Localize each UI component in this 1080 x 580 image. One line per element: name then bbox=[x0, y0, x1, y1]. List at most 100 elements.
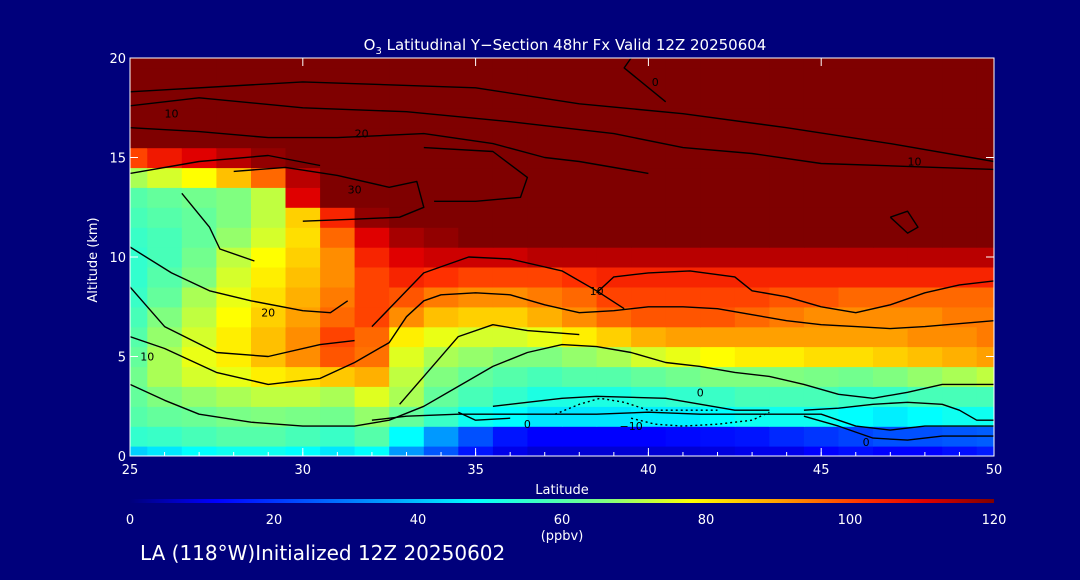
heatmap-cell bbox=[458, 406, 494, 427]
contour-label: −10 bbox=[619, 420, 642, 433]
heatmap-cell bbox=[596, 67, 632, 89]
heatmap-cell bbox=[873, 187, 909, 208]
y-tick-label: 15 bbox=[109, 152, 126, 167]
heatmap-cell bbox=[942, 147, 978, 169]
heatmap-cell bbox=[130, 207, 148, 228]
heatmap-cell bbox=[147, 67, 183, 89]
heatmap-cell bbox=[873, 107, 909, 129]
heatmap-cell bbox=[216, 346, 252, 368]
heatmap-cell bbox=[734, 247, 770, 268]
heatmap-cell bbox=[873, 87, 909, 109]
heatmap-cell bbox=[389, 67, 425, 89]
heatmap-cell bbox=[458, 87, 494, 109]
colorbar-tick-label: 60 bbox=[554, 513, 571, 528]
heatmap-cell bbox=[216, 127, 252, 149]
contour-line bbox=[371, 411, 994, 431]
heatmap-cell bbox=[803, 167, 840, 188]
heatmap-cell bbox=[976, 87, 994, 109]
heatmap-cell bbox=[354, 306, 390, 328]
heatmap-cell bbox=[976, 107, 994, 129]
heatmap-cell bbox=[130, 87, 148, 109]
heatmap-cell bbox=[562, 366, 598, 387]
heatmap-cell bbox=[769, 207, 805, 228]
heatmap-cell bbox=[665, 207, 701, 228]
heatmap-cell bbox=[320, 147, 356, 169]
heatmap-cell bbox=[907, 386, 943, 407]
heatmap-cell bbox=[147, 346, 183, 368]
heatmap-cell bbox=[389, 227, 425, 248]
heatmap-cell bbox=[320, 187, 356, 208]
heatmap-cell bbox=[216, 107, 252, 129]
heatmap-cell bbox=[130, 326, 148, 348]
heatmap-cell bbox=[216, 207, 252, 228]
heatmap-cell bbox=[838, 87, 874, 109]
heatmap-cell bbox=[838, 366, 874, 387]
heatmap-cell bbox=[492, 426, 529, 447]
heatmap-cell bbox=[423, 366, 459, 387]
heatmap-cell bbox=[596, 406, 632, 427]
heatmap-cell bbox=[803, 67, 840, 89]
heatmap-cell bbox=[423, 87, 459, 109]
heatmap-cell bbox=[803, 326, 840, 348]
heatmap-cell bbox=[665, 306, 701, 328]
heatmap-cell bbox=[907, 58, 943, 69]
heatmap-cell bbox=[251, 326, 287, 348]
heatmap-cell bbox=[769, 406, 805, 427]
heatmap-cell bbox=[665, 446, 701, 456]
heatmap-cell bbox=[700, 167, 736, 188]
heatmap-cell bbox=[147, 227, 183, 248]
heatmap-cell bbox=[181, 366, 217, 387]
heatmap-cell bbox=[527, 346, 563, 368]
heatmap-cell bbox=[216, 406, 252, 427]
heatmap-cell bbox=[562, 326, 598, 348]
heatmap-cell bbox=[527, 207, 563, 228]
colorbar bbox=[130, 499, 994, 503]
heatmap-cell bbox=[147, 207, 183, 228]
heatmap-cell bbox=[527, 107, 563, 129]
heatmap-cell bbox=[320, 167, 356, 188]
heatmap-cell bbox=[527, 306, 563, 328]
heatmap-cell bbox=[596, 107, 632, 129]
heatmap-cell bbox=[562, 67, 598, 89]
contour-line bbox=[630, 411, 770, 427]
heatmap-cell bbox=[734, 446, 770, 456]
heatmap-cell bbox=[130, 406, 148, 427]
heatmap-cell bbox=[769, 386, 805, 407]
contour-line bbox=[130, 343, 994, 427]
contour-line bbox=[130, 97, 994, 171]
heatmap-cell bbox=[251, 267, 287, 288]
heatmap-cell bbox=[665, 326, 701, 348]
heatmap-cell bbox=[596, 227, 632, 248]
heatmap-cell bbox=[907, 227, 943, 248]
heatmap-cell bbox=[838, 326, 874, 348]
heatmap-cell bbox=[769, 58, 805, 69]
heatmap-cell bbox=[700, 207, 736, 228]
heatmap-cell bbox=[803, 406, 840, 427]
heatmap-cell bbox=[631, 67, 667, 89]
heatmap-cell bbox=[873, 227, 909, 248]
heatmap-cell bbox=[492, 406, 529, 427]
heatmap-cell bbox=[838, 147, 874, 169]
heatmap-cell bbox=[665, 147, 701, 169]
heatmap-cell bbox=[147, 267, 183, 288]
heatmap-cell bbox=[942, 346, 978, 368]
heatmap-cell bbox=[354, 386, 390, 407]
heatmap-cell bbox=[976, 147, 994, 169]
heatmap-cell bbox=[665, 227, 701, 248]
x-axis-ticks: 25 30 35 40 45 50 bbox=[122, 58, 1002, 478]
heatmap-cell bbox=[942, 187, 978, 208]
heatmap-cell bbox=[527, 58, 563, 69]
heatmap-cell bbox=[734, 426, 770, 447]
heatmap-cell bbox=[769, 426, 805, 447]
heatmap-cell bbox=[734, 187, 770, 208]
heatmap-cell bbox=[527, 426, 563, 447]
contour-line bbox=[803, 401, 994, 421]
heatmap-cell bbox=[320, 406, 356, 427]
heatmap-cell bbox=[838, 207, 874, 228]
heatmap-cell bbox=[181, 446, 217, 456]
heatmap-cell bbox=[147, 187, 183, 208]
heatmap-cell bbox=[389, 207, 425, 228]
heatmap-cell bbox=[527, 326, 563, 348]
y-tick-label: 0 bbox=[118, 450, 126, 465]
